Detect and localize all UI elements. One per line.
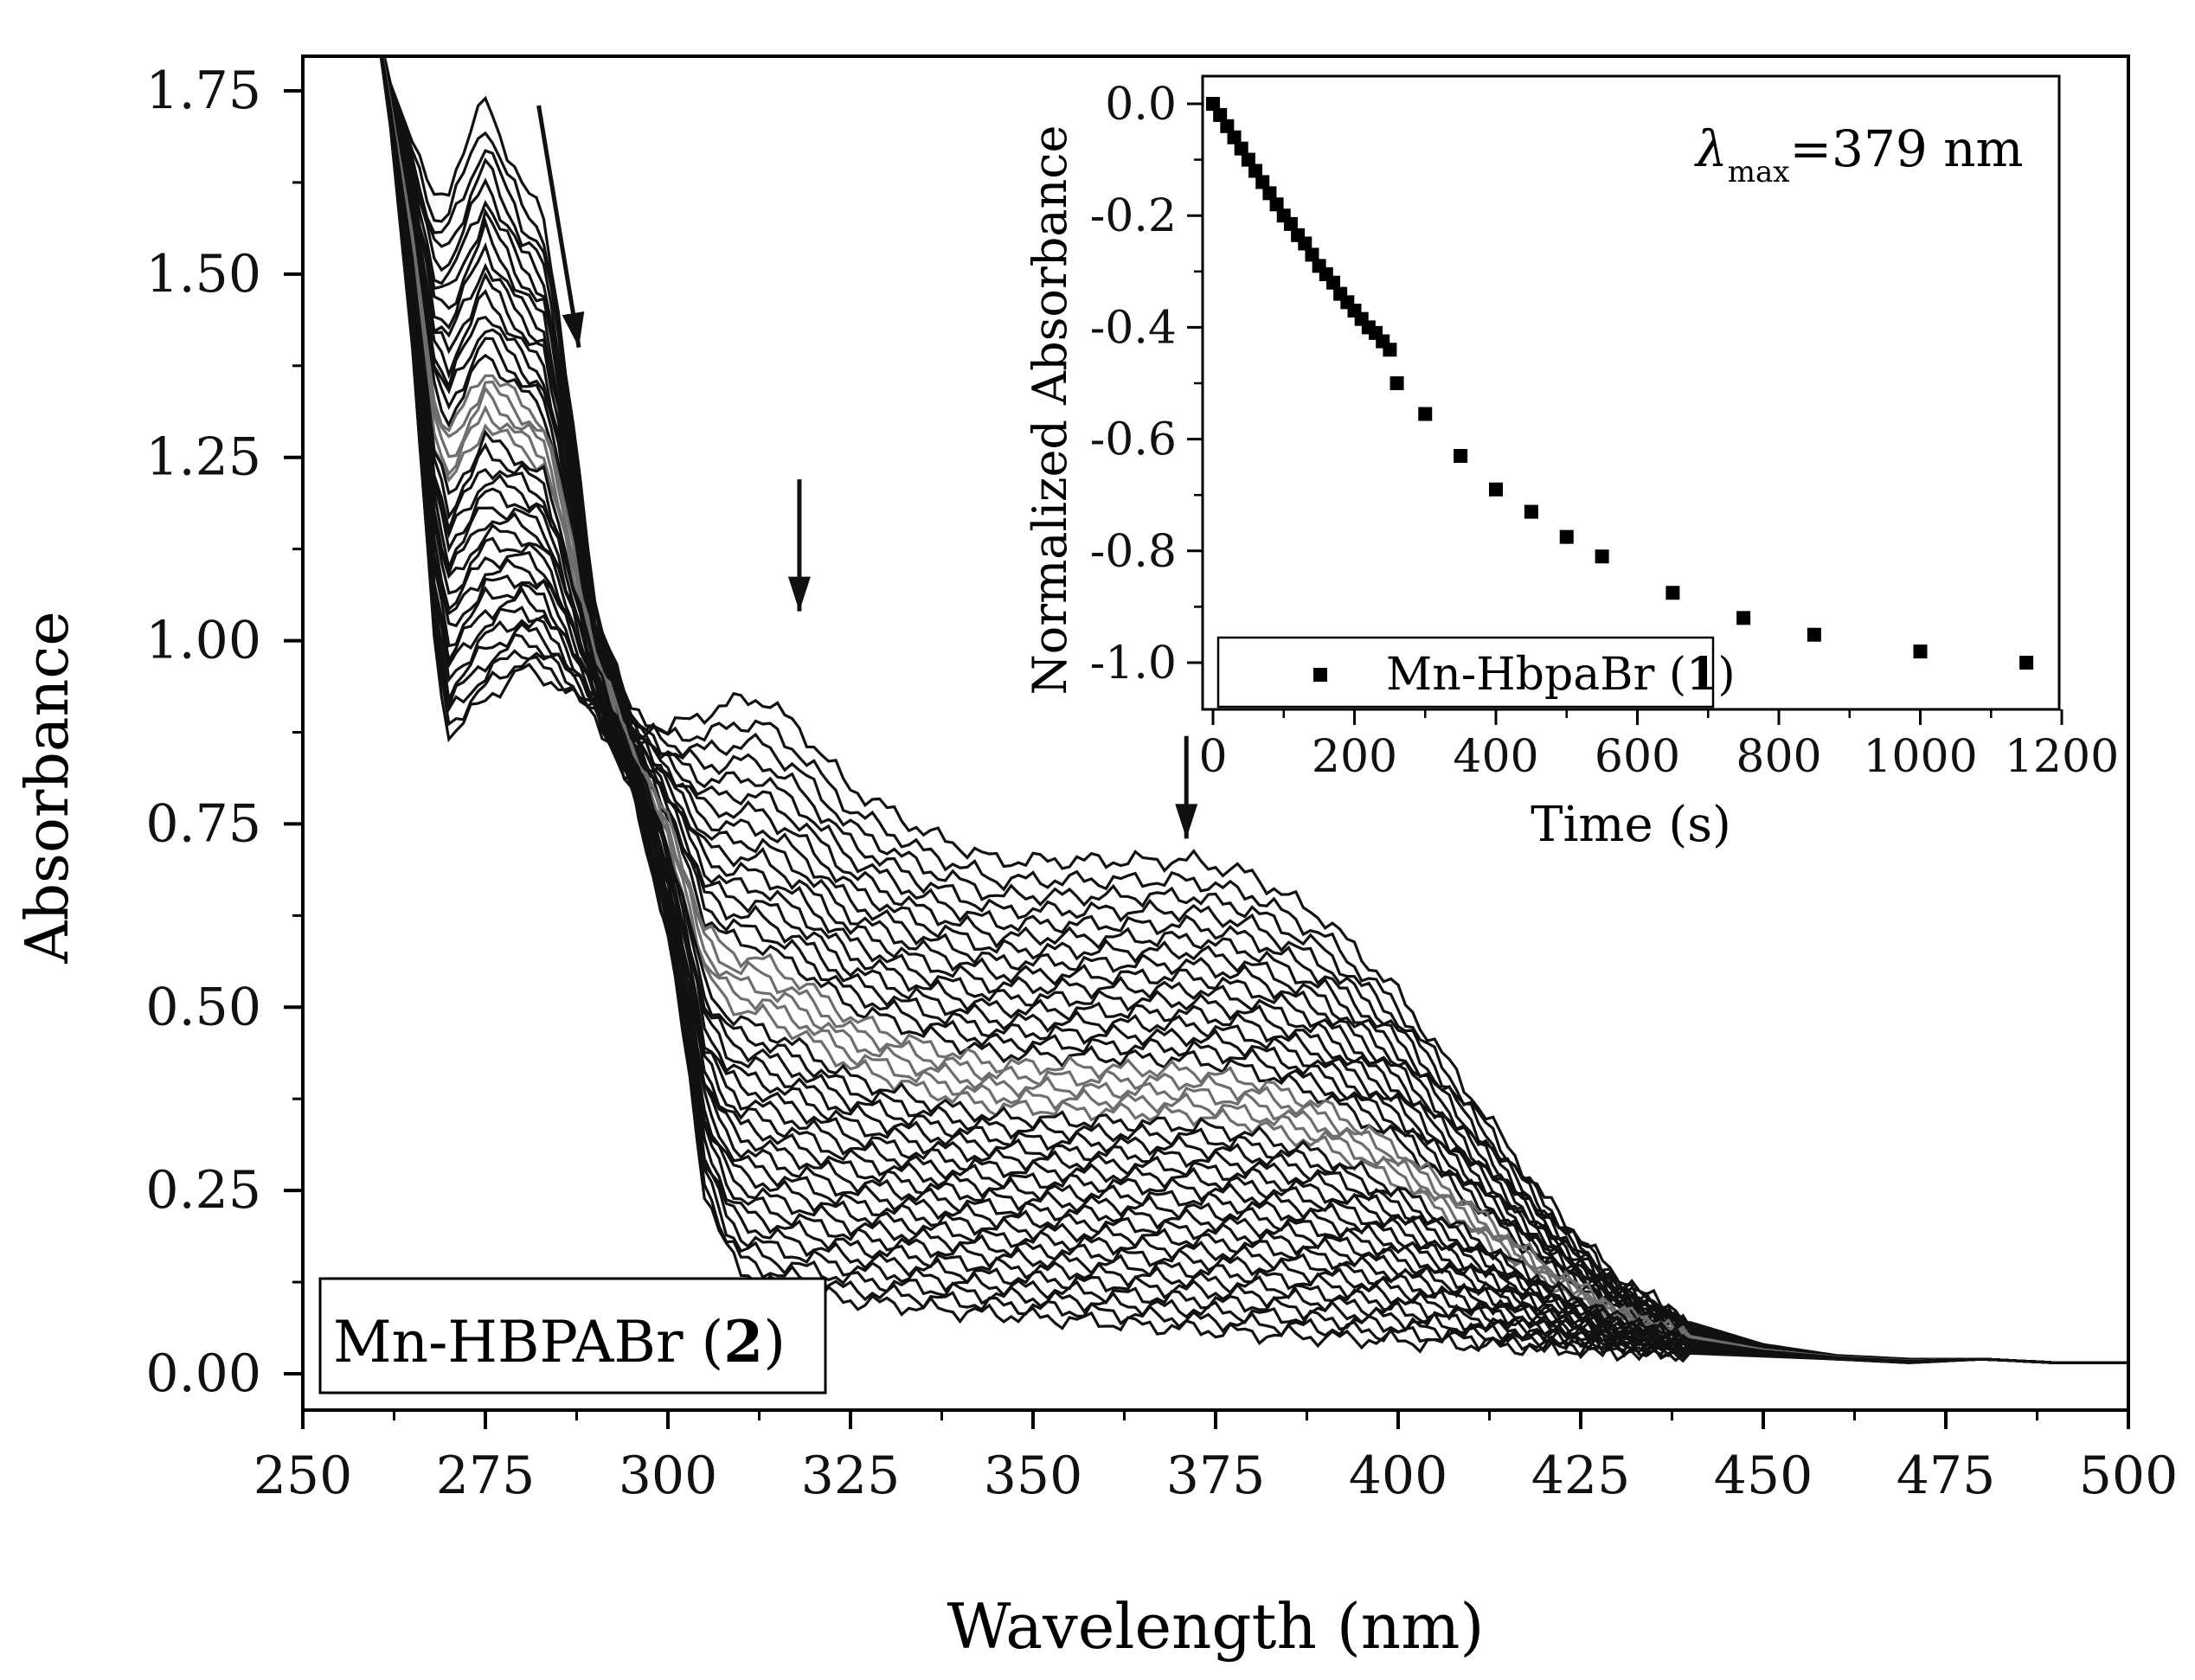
main-x-axis-title: Wavelength (nm) [947, 1590, 1484, 1663]
inset-x-axis-title: Time (s) [1531, 797, 1731, 853]
main-xtick-label: 350 [984, 1446, 1083, 1506]
inset-data-point [1241, 152, 1255, 167]
trend-arrow-head [1175, 804, 1198, 839]
inset-xtick-label: 200 [1312, 731, 1397, 783]
inset-ytick-label: -0.8 [1090, 526, 1177, 578]
lambda-symbol: λ [1694, 119, 1728, 178]
inset-data-point [1524, 504, 1538, 519]
lambda-subscript: max [1728, 155, 1790, 189]
inset-data-point [1206, 97, 1220, 111]
main-y-axis-title: Absorbance [14, 611, 82, 964]
inset-data-point [1220, 119, 1235, 133]
spectrum-line [379, 58, 2127, 1364]
main-ytick-label: 1.50 [145, 244, 261, 305]
main-y-axis: 0.00 0.25 0.50 0.75 1.00 1.25 1.50 1.75 [145, 61, 303, 1404]
compound-label-number: 2 [723, 1308, 763, 1375]
inset-legend-frame [1216, 636, 1715, 709]
inset-data-point [1736, 611, 1751, 625]
inset-ytick-label: -0.4 [1090, 302, 1177, 354]
legend-label-prefix: Mn-HbpaBr ( [1386, 649, 1686, 701]
inset-data-point [1213, 107, 1228, 122]
trend-arrow-head [787, 576, 811, 612]
inset-data-point [1255, 175, 1270, 189]
main-ytick-label: 0.25 [145, 1160, 261, 1221]
main-ytick-label: 0.75 [145, 793, 261, 854]
inset-data-point [1489, 482, 1503, 497]
inset-data-point [2019, 656, 2034, 670]
main-x-axis: 250 275 300 325 350 375 400 425 450 475 500 [254, 1410, 2179, 1506]
legend-label-suffix: ) [1717, 649, 1735, 701]
compound-label-frame [318, 1277, 827, 1395]
inset-ytick-label: 0.0 [1105, 79, 1177, 131]
trend-arrow-shaft [536, 105, 581, 349]
inset-plot-frame [1201, 74, 2061, 711]
inset-data-point [1390, 376, 1404, 390]
main-ytick-label: 1.25 [145, 427, 261, 488]
inset-data-point [1418, 407, 1433, 421]
main-ytick-label: 1.75 [145, 61, 261, 121]
inset-data-point [1234, 141, 1248, 156]
inset-data-point [1595, 549, 1609, 564]
inset-data-point [1913, 644, 1928, 659]
inset-ytick-label: -0.2 [1090, 190, 1177, 242]
compound-label-prefix: Mn-HBPABr ( [333, 1309, 723, 1375]
inset-data-point [1262, 186, 1277, 201]
inset-data-point [1283, 216, 1298, 231]
inset-xtick-label: 1000 [1863, 731, 1977, 783]
inset-data-point [1248, 164, 1263, 178]
compound-label: Mn-HBPABr (2) [333, 1308, 786, 1375]
inset-xtick-label: 1200 [2005, 731, 2119, 783]
inset-xtick-label: 400 [1453, 731, 1538, 783]
legend-label-number: 1 [1686, 648, 1717, 701]
main-ytick-label: 0.50 [145, 977, 261, 1037]
inset-data-point [1666, 586, 1680, 600]
inset-data-point [1559, 529, 1574, 544]
inset-xtick-label: 800 [1736, 731, 1821, 783]
inset-data-point [1807, 627, 1821, 642]
inset-points [1206, 97, 2034, 670]
main-xtick-label: 275 [436, 1446, 536, 1506]
legend-label: Mn-HbpaBr (1) [1386, 648, 1736, 701]
inset-y-axis-title: Normalized Absorbance [1023, 125, 1077, 696]
inset-xtick-label: 0 [1198, 731, 1227, 783]
inset-chart: 0 200 400 600 800 1000 1200 0.0 -0.2 -0.4 -0.6 -0.… [1023, 74, 2119, 853]
inset-data-point [1325, 275, 1340, 290]
legend-marker [1313, 668, 1327, 682]
inset-xtick-label: 600 [1595, 731, 1680, 783]
main-ytick-label: 0.00 [145, 1343, 261, 1404]
main-xtick-label: 500 [2079, 1446, 2179, 1506]
main-spectra [379, 58, 2127, 1364]
main-xtick-label: 450 [1714, 1446, 1813, 1506]
inset-x-axis: 0 200 400 600 800 1000 1200 [1198, 709, 2119, 783]
main-xtick-label: 325 [801, 1446, 901, 1506]
main-xtick-label: 375 [1166, 1446, 1266, 1506]
lambda-max-annotation: λmax=379 nm [1694, 119, 2024, 189]
compound-label-suffix: ) [763, 1309, 786, 1375]
main-xtick-label: 400 [1349, 1446, 1448, 1506]
main-xtick-label: 475 [1897, 1446, 1996, 1506]
inset-data-point [1454, 448, 1468, 463]
main-xtick-label: 300 [619, 1446, 718, 1506]
inset-data-point [1305, 247, 1319, 262]
main-xtick-label: 425 [1531, 1446, 1631, 1506]
main-xtick-label: 250 [254, 1446, 353, 1506]
inset-y-axis: 0.0 -0.2 -0.4 -0.6 -0.8 -1.0 [1090, 79, 1203, 689]
inset-ytick-label: -1.0 [1090, 638, 1177, 689]
inset-legend: Mn-HbpaBr (1) [1216, 636, 1736, 709]
trend-arrow-head [562, 311, 585, 348]
main-arrows [536, 105, 1198, 839]
main-ytick-label: 1.00 [145, 611, 261, 671]
inset-ytick-label: -0.6 [1090, 414, 1177, 466]
inset-data-point [1298, 236, 1313, 251]
inset-data-point [1269, 197, 1284, 212]
compound-label-box: Mn-HBPABr (2) [318, 1277, 827, 1395]
inset-data-point [1383, 343, 1397, 357]
inset-data-point [1227, 130, 1242, 144]
lambda-value: =379 nm [1789, 119, 2023, 178]
